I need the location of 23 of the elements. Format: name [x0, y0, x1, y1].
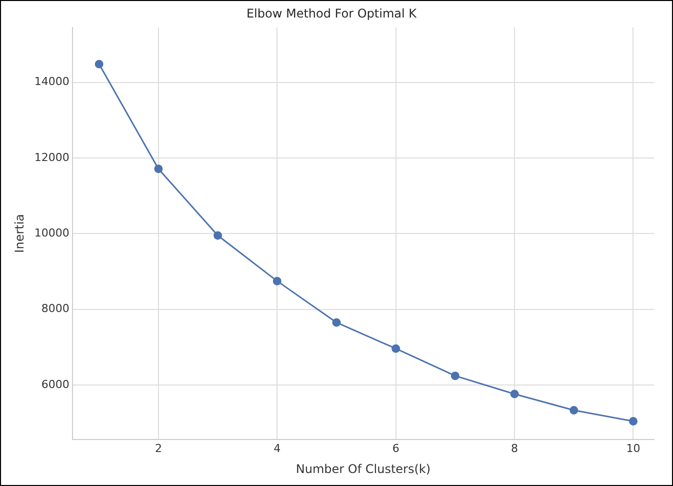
point	[272, 276, 282, 286]
point	[510, 390, 519, 398]
y-tick-label: 8000	[41, 302, 70, 316]
y-tick-label: 6000	[41, 378, 70, 391]
chart-title: Elbow Method For Optimal K	[246, 6, 418, 20]
y-tick-label: 10000	[34, 226, 70, 240]
point	[392, 344, 400, 353]
point	[570, 406, 578, 415]
x-tick-label: 6	[392, 442, 400, 455]
y-tick-label: 14000	[34, 75, 70, 88]
point	[214, 231, 222, 240]
x-tick-label: 4	[274, 442, 281, 455]
x-tick-label: 8	[511, 442, 518, 455]
x-tick-label: 10	[626, 442, 640, 455]
point	[94, 60, 104, 68]
point	[450, 372, 460, 380]
x-tick-label: 2	[154, 442, 162, 455]
point	[332, 318, 341, 327]
point	[628, 416, 638, 426]
y-axis-title: Inertia	[12, 214, 26, 253]
x-axis-title: Number Of Clusters(k)	[296, 462, 431, 476]
point	[154, 164, 163, 174]
y-tick-label: 12000	[34, 150, 70, 164]
